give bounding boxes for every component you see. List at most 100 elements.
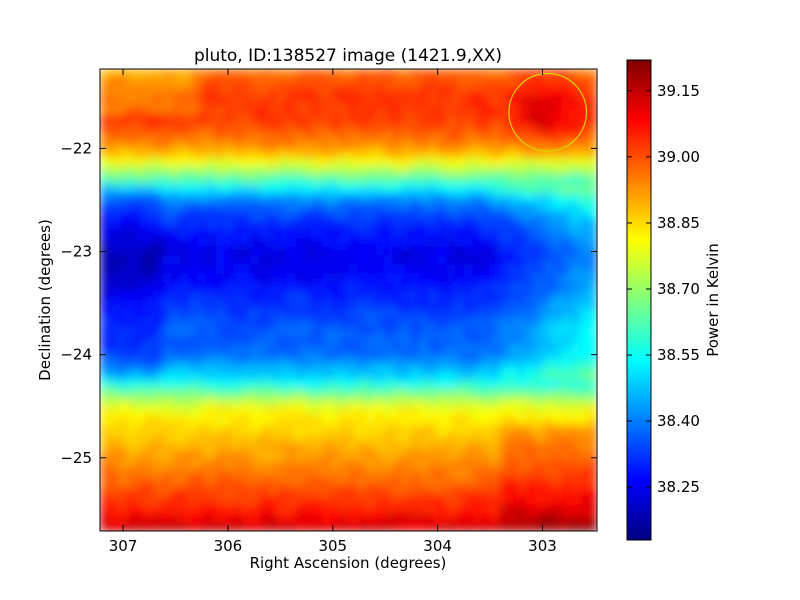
heatmap-cell bbox=[188, 326, 199, 337]
heatmap-cell bbox=[171, 344, 181, 354]
heatmap-cell bbox=[206, 86, 216, 97]
heatmap-cell bbox=[534, 166, 545, 177]
heatmap-cell bbox=[579, 522, 589, 531]
heatmap-cell bbox=[490, 86, 500, 97]
heatmap-cell bbox=[508, 131, 518, 141]
heatmap-cell bbox=[481, 282, 492, 292]
heatmap-cell bbox=[472, 477, 483, 488]
heatmap-cell bbox=[108, 459, 119, 470]
heatmap-cell bbox=[446, 442, 456, 452]
heatmap-cell bbox=[233, 264, 243, 274]
heatmap-cell bbox=[366, 175, 376, 186]
heatmap-cell bbox=[499, 371, 509, 381]
heatmap-cell bbox=[455, 246, 465, 257]
heatmap-cell bbox=[543, 131, 554, 141]
heatmap-cell bbox=[206, 415, 216, 425]
heatmap-cell bbox=[526, 317, 536, 328]
heatmap-cell bbox=[117, 477, 128, 488]
heatmap-cell bbox=[570, 122, 580, 132]
heatmap-cell bbox=[330, 255, 341, 266]
heatmap-cell bbox=[481, 433, 492, 443]
heatmap-cell bbox=[277, 86, 287, 97]
heatmap-cell bbox=[410, 477, 421, 488]
heatmap-cell bbox=[375, 468, 385, 479]
x-tick-label: 304 bbox=[423, 537, 452, 555]
heatmap-cell bbox=[472, 468, 483, 479]
heatmap-cell bbox=[330, 291, 341, 301]
heatmap-cell bbox=[153, 477, 163, 488]
heatmap-cell bbox=[534, 344, 545, 354]
heatmap-cell bbox=[242, 104, 252, 115]
heatmap-cell bbox=[339, 228, 350, 239]
heatmap-cell bbox=[188, 193, 199, 203]
heatmap-cell bbox=[481, 77, 492, 88]
heatmap-cell bbox=[375, 291, 385, 301]
heatmap-cell bbox=[561, 122, 571, 132]
heatmap-cell bbox=[588, 86, 597, 97]
heatmap-cell bbox=[499, 255, 509, 266]
heatmap-cell bbox=[446, 424, 456, 434]
heatmap-cell bbox=[215, 459, 225, 470]
heatmap-cell bbox=[481, 371, 492, 381]
heatmap-cell bbox=[534, 282, 545, 292]
heatmap-cell bbox=[481, 69, 492, 79]
heatmap-cell bbox=[463, 300, 474, 310]
heatmap-cell bbox=[401, 237, 412, 248]
heatmap-cell bbox=[472, 86, 483, 97]
heatmap-cell bbox=[570, 255, 580, 266]
heatmap-cell bbox=[357, 211, 367, 221]
heatmap-cell bbox=[490, 282, 500, 292]
heatmap-cell bbox=[588, 148, 597, 159]
heatmap-cell bbox=[375, 104, 385, 115]
heatmap-cell bbox=[357, 522, 367, 531]
heatmap-cell bbox=[526, 166, 536, 177]
heatmap-cell bbox=[481, 379, 492, 390]
heatmap-cell bbox=[543, 220, 554, 230]
heatmap-cell bbox=[375, 211, 385, 221]
heatmap-cell bbox=[268, 122, 279, 132]
heatmap-cell bbox=[188, 264, 199, 274]
heatmap-cell bbox=[455, 451, 465, 461]
heatmap-cell bbox=[348, 95, 358, 106]
heatmap-cell bbox=[339, 291, 350, 301]
heatmap-cell bbox=[188, 433, 199, 443]
heatmap-cell bbox=[162, 406, 172, 417]
heatmap-cell bbox=[392, 282, 403, 292]
heatmap-cell bbox=[437, 406, 447, 417]
heatmap-cell bbox=[250, 300, 261, 310]
heatmap-cell bbox=[463, 122, 474, 132]
heatmap-cell bbox=[108, 175, 119, 186]
heatmap-cell bbox=[463, 415, 474, 425]
heatmap-cell bbox=[268, 397, 279, 408]
heatmap-cell bbox=[277, 300, 287, 310]
heatmap-cell bbox=[517, 211, 527, 221]
heatmap-cell bbox=[499, 433, 509, 443]
heatmap-cell bbox=[171, 397, 181, 408]
heatmap-cell bbox=[135, 246, 145, 257]
heatmap-cell bbox=[437, 264, 447, 274]
heatmap-cell bbox=[534, 397, 545, 408]
heatmap-cell bbox=[188, 300, 199, 310]
heatmap-cell bbox=[295, 86, 305, 97]
heatmap-cell bbox=[286, 522, 296, 531]
heatmap-cell bbox=[357, 326, 367, 337]
heatmap-cell bbox=[215, 184, 225, 194]
heatmap-cell bbox=[126, 388, 137, 399]
heatmap-cell bbox=[428, 308, 438, 319]
heatmap-cell bbox=[339, 264, 350, 274]
colorbar-tick-label: 38.70 bbox=[657, 280, 700, 298]
heatmap-cell bbox=[259, 131, 270, 141]
heatmap-cell bbox=[171, 148, 181, 159]
heatmap-cell bbox=[126, 415, 137, 425]
heatmap-cell bbox=[108, 264, 119, 274]
heatmap-cell bbox=[197, 86, 208, 97]
heatmap-cell bbox=[197, 459, 208, 470]
heatmap-cell bbox=[250, 122, 261, 132]
heatmap-cell bbox=[508, 148, 518, 159]
heatmap-cell bbox=[410, 140, 421, 150]
heatmap-cell bbox=[144, 504, 154, 514]
heatmap-cell bbox=[233, 504, 243, 514]
heatmap-cell bbox=[428, 379, 438, 390]
heatmap-cell bbox=[481, 344, 492, 354]
heatmap-cell bbox=[135, 95, 145, 106]
